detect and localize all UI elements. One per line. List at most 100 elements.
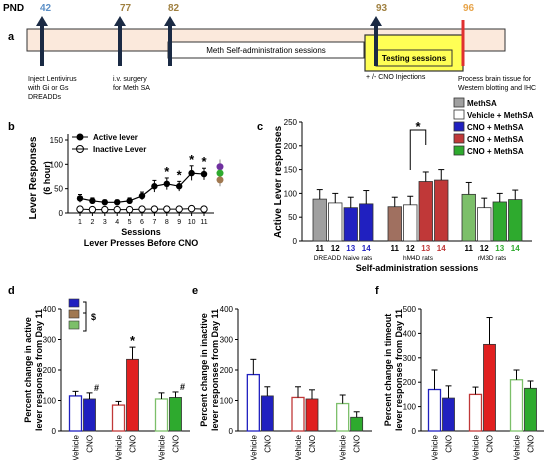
x-tick-label: Vehicle bbox=[339, 434, 348, 460]
legend-label-active: Active lever bbox=[93, 133, 138, 142]
legend-label: CNO + MethSA bbox=[467, 147, 524, 156]
x-tick-label: 11 bbox=[465, 244, 474, 253]
x-tick-label: 13 bbox=[421, 244, 430, 253]
x-tick-label: CNO bbox=[263, 435, 272, 453]
significance-mark: # bbox=[180, 382, 185, 392]
side-data-point bbox=[216, 169, 224, 177]
x-tick-label: Vehicle bbox=[431, 434, 440, 460]
x-tick-label: 12 bbox=[406, 244, 415, 253]
y-tick-label: 200 bbox=[220, 366, 234, 375]
y-tick-label: 100 bbox=[403, 403, 417, 412]
bar bbox=[434, 179, 449, 242]
timeline-arrowhead bbox=[114, 16, 126, 26]
pnd-day-label: 42 bbox=[40, 3, 52, 14]
data-point-active bbox=[163, 180, 170, 187]
data-point-inactive bbox=[175, 205, 183, 213]
x-tick-label: 6 bbox=[140, 219, 144, 226]
x-tick-label: 2 bbox=[90, 219, 94, 226]
x-tick-label: 1 bbox=[78, 219, 82, 226]
y-tick-label: 0 bbox=[412, 427, 417, 436]
y-axis-label: Percent change in active bbox=[23, 317, 33, 423]
x-tick-label: CNO bbox=[527, 435, 536, 453]
y-tick-label: 0 bbox=[59, 209, 64, 218]
x-tick-label: Vehicle bbox=[513, 434, 522, 460]
panel-c-label: c bbox=[257, 121, 263, 133]
data-point-active bbox=[188, 169, 195, 177]
y-tick-label: 0 bbox=[293, 237, 298, 246]
data-point-inactive bbox=[187, 204, 196, 213]
bar bbox=[418, 181, 433, 242]
significance-star: * bbox=[415, 119, 421, 134]
x-tick-label: 14 bbox=[362, 244, 371, 253]
x-tick-label: 3 bbox=[103, 219, 107, 226]
data-point-inactive bbox=[200, 205, 208, 213]
legend-bracket bbox=[83, 301, 87, 332]
significance-mark: $ bbox=[91, 312, 96, 322]
bar bbox=[68, 395, 83, 432]
legend-swatch bbox=[453, 121, 465, 132]
x-tick-label: CNO bbox=[129, 435, 138, 453]
y-tick-label: 400 bbox=[403, 329, 417, 338]
y-tick-label: 200 bbox=[284, 142, 298, 151]
x-axis-label: Lever Presses Before CNO bbox=[84, 238, 199, 248]
bar bbox=[427, 388, 442, 432]
y-tick-label: 100 bbox=[50, 160, 64, 169]
x-tick-label: CNO bbox=[353, 435, 362, 453]
side-data-point bbox=[216, 163, 224, 171]
bar bbox=[524, 387, 537, 432]
legend-swatch bbox=[453, 109, 465, 120]
significance-bracket bbox=[409, 129, 427, 170]
bar bbox=[468, 393, 483, 432]
pnd-day-label: 96 bbox=[463, 3, 475, 14]
y-tick-label: 300 bbox=[220, 336, 234, 345]
x-tick-label: 12 bbox=[480, 244, 489, 253]
data-point-active bbox=[138, 192, 146, 200]
annotation-text: Inject Lentivirus bbox=[28, 76, 77, 83]
data-point-active bbox=[126, 197, 133, 205]
pnd-day-label: 77 bbox=[120, 3, 132, 14]
data-point-inactive bbox=[138, 205, 146, 213]
y-tick-label: 250 bbox=[284, 118, 298, 127]
y-tick-label: 150 bbox=[284, 166, 298, 175]
y-axis-label: Percent change in timeout bbox=[383, 314, 393, 427]
bar bbox=[477, 207, 492, 242]
data-point-active bbox=[76, 195, 84, 202]
annotation-text: for Meth SA bbox=[113, 85, 150, 92]
annotation-text: Western blotting and IHC bbox=[458, 85, 536, 92]
bar bbox=[291, 396, 305, 432]
bar bbox=[169, 397, 182, 432]
timeline-arrowhead bbox=[36, 16, 48, 26]
bar bbox=[509, 379, 524, 432]
x-tick-label: 4 bbox=[115, 219, 119, 226]
data-point-active bbox=[89, 197, 96, 205]
y-tick-label: 200 bbox=[43, 366, 57, 375]
x-tick-label: 9 bbox=[177, 219, 181, 226]
data-point-inactive bbox=[125, 205, 134, 214]
x-tick-label: CNO bbox=[308, 435, 317, 453]
bar bbox=[312, 198, 327, 242]
legend-label-inactive: Inactive Lever bbox=[93, 145, 146, 154]
bar bbox=[126, 358, 139, 432]
group-label: hM4D rats bbox=[403, 255, 434, 262]
legend-label: CNO + MethSA bbox=[467, 123, 524, 132]
significance-star: * bbox=[177, 167, 183, 182]
annotation-text: i.v. surgery bbox=[113, 76, 147, 83]
x-tick-label: Vehicle bbox=[249, 434, 258, 460]
y-tick-label: 150 bbox=[50, 136, 64, 145]
legend-label: Vehicle + MethSA bbox=[467, 111, 534, 120]
x-tick-label: 13 bbox=[346, 244, 355, 253]
y-axis-label: Active Lever responses bbox=[273, 125, 284, 238]
panel-b-label: b bbox=[8, 121, 15, 133]
x-tick-label: Vehicle bbox=[115, 434, 124, 460]
x-tick-label: 8 bbox=[165, 219, 169, 226]
group-label: DREADD Naive rats bbox=[314, 255, 373, 262]
testing-sessions-label: Testing sessions bbox=[382, 54, 447, 63]
y-tick-label: 50 bbox=[288, 213, 297, 222]
pnd-day-label: 82 bbox=[168, 3, 180, 14]
panel-e-label: e bbox=[192, 285, 198, 297]
x-tick-label: Vehicle bbox=[294, 434, 303, 460]
bar bbox=[461, 193, 476, 242]
bar bbox=[387, 206, 402, 242]
data-point-inactive bbox=[101, 205, 109, 214]
